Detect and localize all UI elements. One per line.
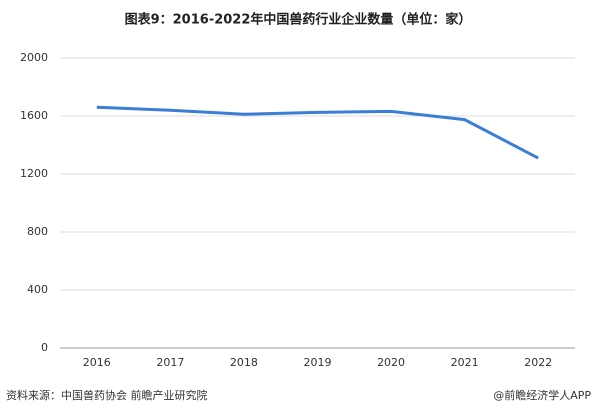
brand: @前瞻经济学人APP [493, 388, 591, 402]
x-tick-label: 2021 [451, 356, 479, 369]
x-tick-label: 2017 [156, 356, 184, 369]
y-tick-label: 0 [41, 341, 48, 354]
x-tick-label: 2019 [304, 356, 332, 369]
x-tick-label: 2016 [83, 356, 111, 369]
chart-title: 图表9：2016-2022年中国兽药行业企业数量（单位：家） [125, 12, 472, 28]
y-tick-label: 400 [27, 283, 48, 296]
x-tick-label: 2020 [377, 356, 405, 369]
x-tick-label: 2018 [230, 356, 258, 369]
y-tick-label: 2000 [20, 51, 48, 64]
source: 资料来源：中国兽药协会 前瞻产业研究院 [6, 388, 208, 402]
y-tick-label: 1200 [20, 167, 48, 180]
y-tick-label: 800 [27, 225, 48, 238]
x-tick-label: 2022 [524, 356, 552, 369]
line-series [96, 105, 539, 160]
y-tick-label: 1600 [20, 109, 48, 122]
